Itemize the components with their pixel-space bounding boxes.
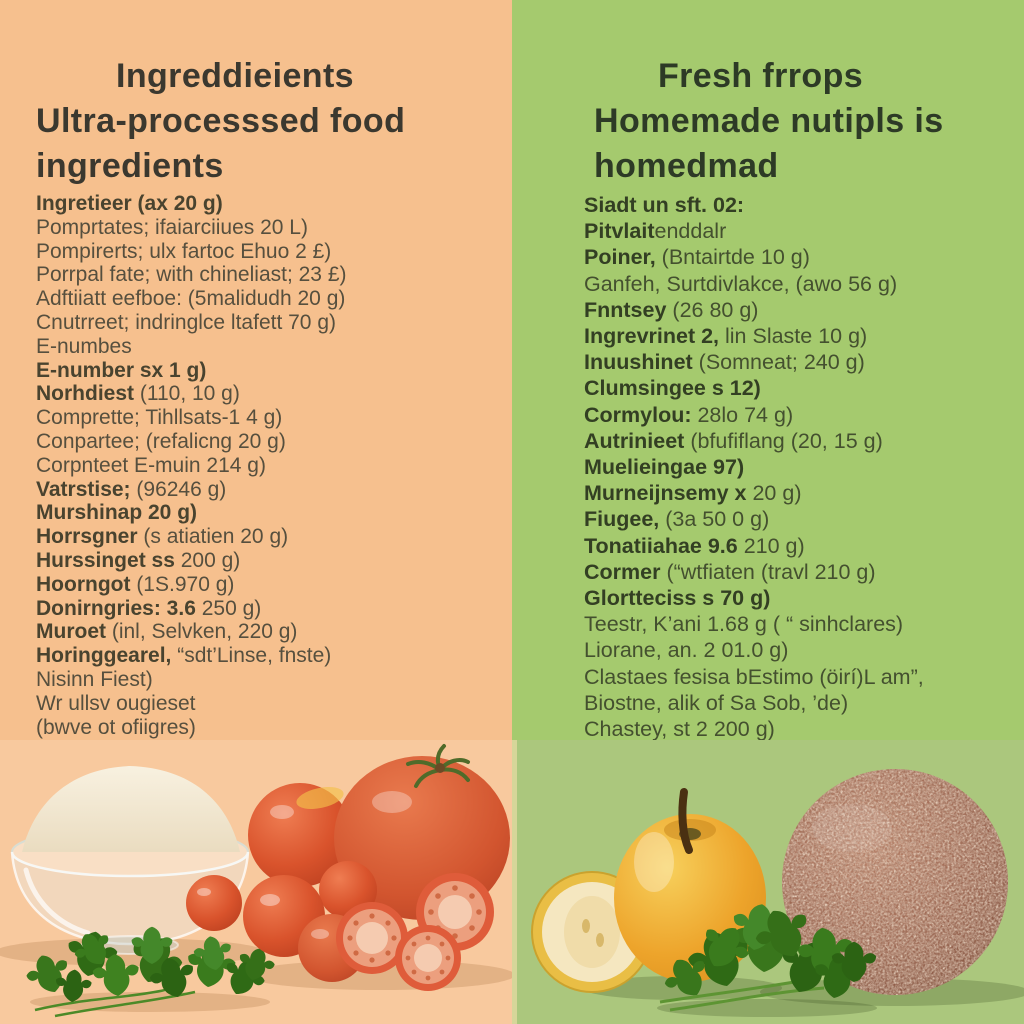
ingredient-line: Hurssinget ss 200 g) <box>36 548 241 572</box>
right-photo-apple-and-grain-ball <box>512 740 1024 1024</box>
ingredient-line: Liorane, an. 2 01.0 g) <box>584 638 789 663</box>
ingredient-line: Fiugee, (3a 50 0 g) <box>584 507 770 532</box>
ingredient-line: Siadt un sft. 02: <box>584 193 745 217</box>
left-photo-flour-and-tomatoes <box>0 740 512 1024</box>
photo-edge-strip <box>512 740 517 1024</box>
ingredient-line: Ganfeh, Surtdivlakce, (awo 56 g) <box>584 271 898 296</box>
ingredient-line: Horinggearel, “sdt’Linse, fnste) <box>36 644 332 668</box>
ingredient-line: Ingretieer (ax 20 g) <box>36 192 223 215</box>
ingredient-line: (bwve ot ofiigres) <box>36 715 196 739</box>
left-title: Ingreddieients Ultra-processsed food ing… <box>0 0 512 189</box>
ingredient-line: Vatrstise; (96246 g) <box>36 477 227 501</box>
ingredient-line: Biostne, alik of Sa Sob, ’de) <box>584 690 849 715</box>
ingredient-line: Cormer (“wtfiaten (travl 210 g) <box>584 559 876 584</box>
title-line: Ingreddieients <box>116 57 354 95</box>
ingredient-line: Comprette; Tihllsats-1 4 g) <box>36 406 283 430</box>
parsley-left <box>21 925 278 1018</box>
ingredient-line: Norhdiest (110, 10 g) <box>36 382 240 406</box>
title-line: homedmad <box>594 147 779 185</box>
ingredient-line: Ingrevrinet 2, lin Slaste 10 g) <box>584 324 868 349</box>
ingredient-line: Chastey, st 2 200 g) <box>584 717 775 742</box>
ingredient-line: Conpartee; (refalicng 20 g) <box>36 429 286 453</box>
ingredient-line: Murneijnsemy x 20 g) <box>584 481 802 506</box>
ingredient-line: Glortteciss s 70 g) <box>584 586 771 611</box>
tomato-medium <box>248 783 352 887</box>
ingredient-line: Muelieingae 97) <box>584 455 745 480</box>
flour-mound <box>22 766 240 852</box>
ingredient-line: Adftiiatt eefboe: (5malidudh 20 g) <box>36 287 346 311</box>
ingredient-line: Muroet (inl, Selvken, 220 g) <box>36 620 298 644</box>
title-line: Fresh frrops <box>658 57 864 95</box>
ingredient-line: Horrsgner (s atiatien 20 g) <box>36 525 289 549</box>
ingredient-line: Cormylou: 28lo 74 g) <box>584 402 794 427</box>
ingredient-line: Murshinap 20 g) <box>36 501 198 525</box>
glass-bowl-of-flour <box>10 766 250 955</box>
tomato-halves <box>336 873 494 991</box>
ingredient-line: Inuushinet (Somneat; 240 g) <box>584 350 865 375</box>
right-panel-fresh-homemade: Fresh frrops Homemade nutipls is homedma… <box>512 0 1024 1024</box>
ingredient-line: Nisinn Fiest) <box>36 667 153 691</box>
grain-ball <box>782 769 1008 995</box>
title-line: Ultra-processsed food <box>36 102 406 140</box>
ingredient-line: Clastaes fesisa bEstimo (öirí)L am”, <box>584 664 924 689</box>
ingredient-line: Poiner, (Bntairtde 10 g) <box>584 245 810 270</box>
ingredient-line: Pitvlaitenddalr <box>584 219 727 244</box>
ingredient-line: Pomprtates; ifaiarciiues 20 L) <box>36 215 308 239</box>
ingredient-line: E-number sx 1 g) <box>36 358 207 382</box>
ingredient-line: Donirngries: 3.6 250 g) <box>36 596 262 620</box>
right-ingredient-list: Siadt un sft. 02: Pitvlaitenddalr Poiner, … <box>512 192 1024 742</box>
right-title: Fresh frrops Homemade nutipls is homedma… <box>512 0 1024 189</box>
title-line: ingredients <box>36 147 224 185</box>
ingredient-line: Tonatiiahae 9.6 210 g) <box>584 533 805 558</box>
ingredient-line: Pompirerts; ulx fartoc Ehuo 2 £) <box>36 239 332 263</box>
ingredient-line: Teestr, K’ani 1.68 g ( “ sinhclares) <box>584 612 904 637</box>
title-line: Homemade nutipls is <box>594 102 944 140</box>
left-panel-ultra-processed: Ingreddieients Ultra-processsed food ing… <box>0 0 512 1024</box>
ingredient-line: Porrpal fate; with chineliast; 23 £) <box>36 263 347 287</box>
left-ingredient-list: Ingretieer (ax 20 g) Pomprtates; ifaiarci… <box>0 192 512 739</box>
apple-stem <box>678 788 693 854</box>
ingredient-line: Hoorngot (1S.970 g) <box>36 572 235 596</box>
ingredient-line: Autrinieet (bfufiflang (20, 15 g) <box>584 428 883 453</box>
ingredient-line: Cnutrreet; indringlce ltafett 70 g) <box>36 310 336 334</box>
ingredient-line: Clumsingee s 12) <box>584 376 761 401</box>
ingredient-line: Fnntsey (26 80 g) <box>584 297 759 322</box>
parsley-right <box>657 899 877 1012</box>
ingredient-line: Corpnteet E-muin 214 g) <box>36 453 266 477</box>
ingredient-line: Wr ullsv ougieset <box>36 691 196 715</box>
ingredient-line: E-numbes <box>36 334 132 358</box>
